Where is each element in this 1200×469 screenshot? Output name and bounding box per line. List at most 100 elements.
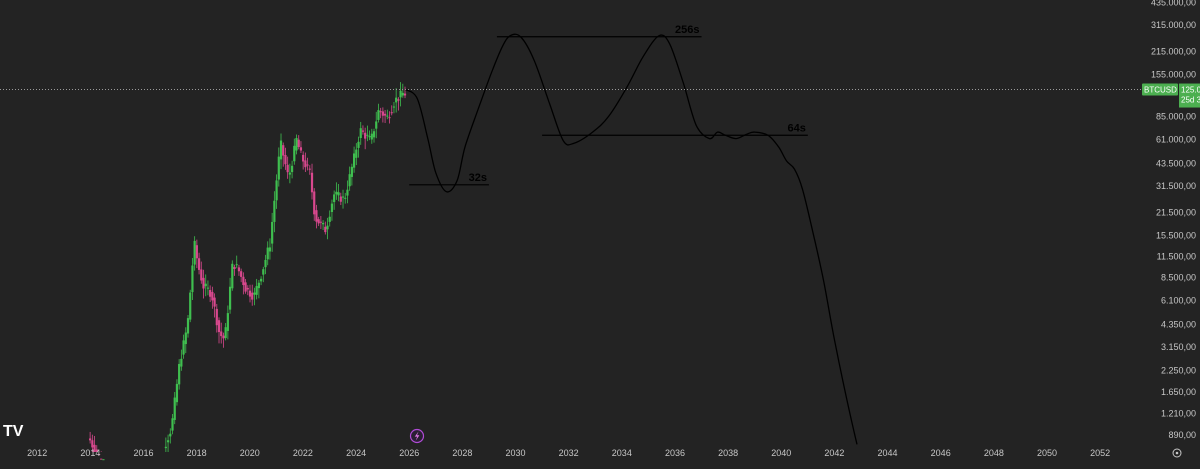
candle-body: [253, 292, 256, 295]
x-tick-label: 2016: [133, 448, 153, 458]
candle-body: [200, 269, 203, 281]
candle-body: [299, 147, 303, 151]
tradingview-logo[interactable]: TV: [3, 423, 24, 440]
candle-body: [264, 259, 267, 268]
candle-body: [251, 292, 254, 300]
candle-body: [271, 221, 274, 244]
candle-body: [293, 145, 296, 162]
candle-body: [355, 149, 358, 158]
candle-body: [308, 168, 311, 170]
candle-body: [328, 216, 331, 222]
symbol-badge: [1142, 83, 1178, 96]
candle-body: [315, 210, 318, 222]
candle-body: [279, 140, 283, 160]
tv-logo-mark: TV: [3, 423, 24, 440]
candle-body: [370, 133, 373, 140]
y-tick-label: 1.650,00: [1161, 387, 1196, 397]
candle-body: [381, 111, 384, 116]
candle-body: [357, 141, 360, 148]
candle-body: [240, 271, 243, 277]
candle-body: [302, 154, 305, 162]
y-tick-label: 31.500,00: [1156, 181, 1196, 191]
x-tick-label: 2040: [771, 448, 791, 458]
projection-line-group: [404, 33, 858, 445]
candle-body: [375, 121, 378, 129]
candle-body: [319, 221, 322, 223]
candle-body: [326, 225, 329, 230]
price-badge-group: BTCUSD 125.022,70 25d 3h: [0, 83, 1200, 108]
x-tick-label: 2032: [559, 448, 579, 458]
candle-body: [191, 265, 194, 293]
candle-body: [397, 99, 400, 101]
candle-body: [231, 263, 234, 289]
candle-body: [255, 286, 258, 295]
candle-body: [335, 191, 338, 195]
y-tick-label: 155.000,00: [1151, 70, 1196, 80]
candle-body: [341, 196, 345, 198]
y-tick-label: 85.000,00: [1156, 112, 1196, 122]
x-tick-label: 2052: [1090, 448, 1110, 458]
candle-body: [324, 226, 327, 233]
x-tick-label: 2048: [984, 448, 1004, 458]
lightning-icon[interactable]: [409, 428, 425, 444]
candle-body: [390, 112, 393, 114]
candle-body: [173, 397, 176, 420]
candle-body: [189, 292, 192, 320]
candle-body: [202, 277, 205, 289]
candle-body: [186, 318, 190, 334]
x-tick-label: 2026: [399, 448, 419, 458]
x-tick-label: 2042: [824, 448, 844, 458]
x-axis[interactable]: 2012 2014 2016 2018 2020 2022 2024 2026 2028 2030…: [27, 448, 1110, 458]
candle-body: [171, 418, 174, 431]
x-tick-label: 2012: [27, 448, 47, 458]
settings-icon[interactable]: [1172, 448, 1182, 458]
y-tick-label: 1.210,00: [1161, 409, 1196, 419]
candle-body: [246, 287, 249, 290]
y-tick-label: 435.000,00: [1151, 0, 1196, 7]
candle-body: [286, 164, 289, 173]
candle-body: [226, 313, 229, 331]
cycle-level-label: 256s: [675, 24, 699, 36]
candle-body: [215, 308, 218, 326]
candle-body: [386, 115, 389, 117]
projection-line[interactable]: [404, 33, 858, 445]
candle-body: [242, 276, 245, 286]
y-tick-label: 2.250,00: [1161, 365, 1196, 375]
candle-body: [248, 290, 252, 297]
candle-body: [372, 131, 376, 138]
x-tick-label: 2028: [452, 448, 472, 458]
candle-body: [364, 132, 367, 139]
candle-body: [306, 164, 309, 166]
candle-body: [100, 458, 103, 460]
candle-body: [91, 440, 94, 448]
candle-body: [166, 440, 170, 443]
candle-body: [399, 90, 402, 98]
candle-body: [244, 282, 247, 292]
candle-body: [222, 335, 225, 339]
candle-body: [164, 446, 167, 449]
candle-body: [209, 290, 212, 297]
y-tick-label: 4.350,00: [1161, 319, 1196, 329]
candle-body: [352, 153, 356, 168]
candle-body: [262, 269, 265, 275]
y-axis[interactable]: 435.000,00 315.000,00 215.000,00 155.000,00…: [1151, 0, 1196, 440]
candle-body: [297, 139, 300, 148]
candle-body: [169, 433, 172, 437]
x-tick-label: 2018: [187, 448, 207, 458]
candle-body: [339, 196, 342, 202]
candle-body: [366, 134, 369, 136]
candle-body: [93, 444, 96, 452]
cycle-levels: 32s 256s 64s: [409, 24, 808, 186]
price-badge: [1179, 83, 1200, 108]
y-tick-label: 215.000,00: [1151, 47, 1196, 57]
candle-body: [268, 247, 272, 252]
candle-body: [224, 327, 227, 339]
candle-body: [182, 340, 185, 355]
candle-body: [295, 137, 298, 151]
y-tick-label: 315.000,00: [1151, 20, 1196, 30]
cycle-level-label: 32s: [469, 172, 487, 184]
x-tick-label: 2022: [293, 448, 313, 458]
candle-body: [313, 191, 316, 215]
